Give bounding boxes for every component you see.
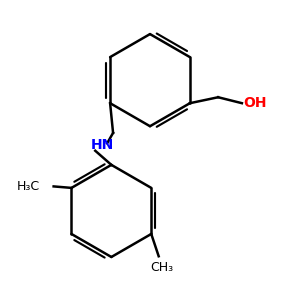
Text: HN: HN [91,138,114,152]
Text: CH₃: CH₃ [150,261,173,274]
Text: OH: OH [243,96,267,110]
Text: H₃C: H₃C [17,180,40,193]
